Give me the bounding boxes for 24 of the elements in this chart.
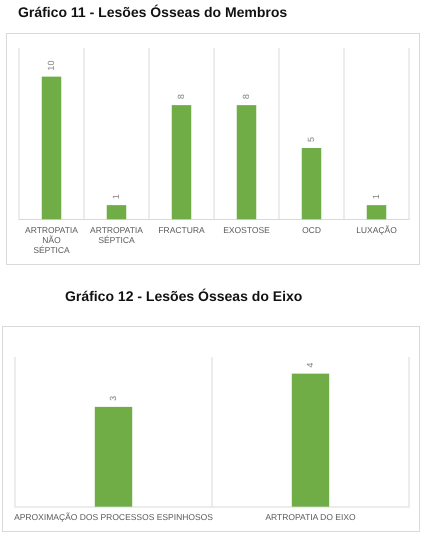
- data-label: 3: [108, 396, 118, 401]
- data-label: 10: [46, 60, 56, 71]
- x-tick-label: ARTROPATIA DO EIXO: [265, 512, 356, 522]
- data-label: 8: [240, 94, 251, 100]
- data-label: 4: [304, 362, 315, 368]
- chart-title: Gráfico 12 - Lesões Ósseas do Eixo: [65, 288, 302, 304]
- x-tick-label: LUXAÇÃO: [356, 224, 398, 235]
- x-tick-label: FRACTURA: [158, 224, 205, 235]
- data-label: 8: [176, 94, 186, 100]
- bar: [366, 205, 386, 220]
- x-tick-label: ARTROPATIA SÉPTICA: [90, 224, 144, 246]
- bar: [106, 205, 126, 220]
- bar: [302, 148, 322, 220]
- chart-title: Gráfico 11 - Lesões Ósseas do Membros: [18, 4, 288, 20]
- x-tick-label: OCD: [302, 224, 321, 235]
- bar: [172, 105, 192, 220]
- x-tick-label: ARTROPATIA NÃO SÉPTICA: [25, 224, 78, 256]
- x-tick-label: EXOSTOSE: [223, 224, 270, 235]
- bar: [42, 76, 62, 220]
- bar: [236, 105, 256, 220]
- x-tick-label: APROXIMAÇÃO DOS PROCESSOS ESPINHOSOS: [14, 512, 214, 522]
- data-label: 1: [110, 194, 121, 200]
- data-label: 1: [370, 194, 381, 200]
- data-label: 5: [306, 136, 316, 142]
